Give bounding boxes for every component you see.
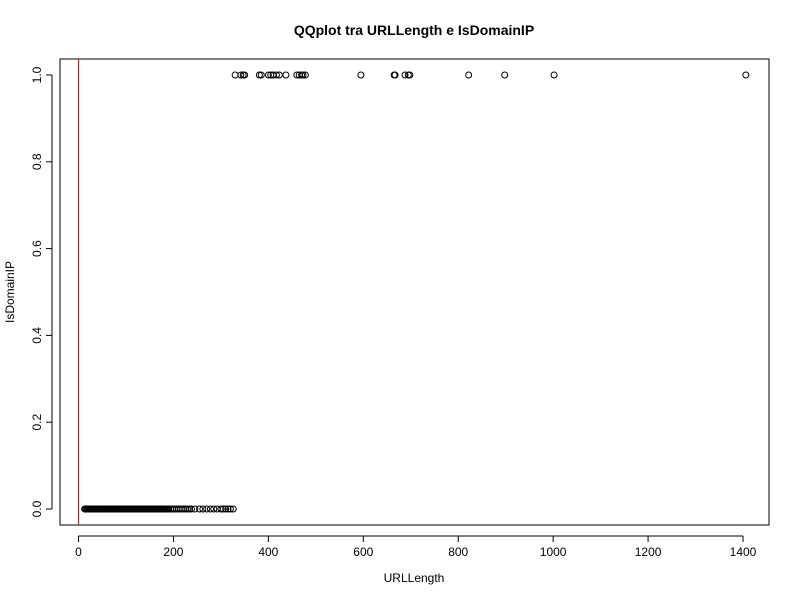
x-tick-label: 600 (353, 545, 373, 559)
y-tick-label: 0.6 (30, 240, 44, 257)
data-point (742, 71, 750, 79)
y-axis-label: IsDomainIP (3, 261, 17, 323)
data-point (301, 71, 309, 79)
data-point (241, 71, 249, 79)
data-point (191, 505, 199, 513)
data-point (275, 71, 283, 79)
data-point (299, 71, 307, 79)
data-point (272, 71, 280, 79)
x-axis-label: URLLength (384, 571, 445, 585)
data-point (206, 505, 214, 513)
data-point (199, 505, 207, 513)
data-point (222, 505, 230, 513)
y-tick-label: 1.0 (30, 66, 44, 83)
y-tick-label: 0.4 (30, 327, 44, 344)
x-tick-label: 400 (258, 545, 278, 559)
y-tick-label: 0.8 (30, 153, 44, 170)
data-point (186, 505, 194, 513)
x-tick-label: 1400 (730, 545, 757, 559)
data-point (401, 71, 409, 79)
x-tick-label: 0 (75, 545, 82, 559)
y-axis: 0.0 0.2 0.4 0.6 0.8 1.0 (30, 66, 53, 517)
y-tick-label: 0.2 (30, 414, 44, 431)
data-point (255, 71, 263, 79)
data-point (357, 71, 365, 79)
x-tick-label: 800 (448, 545, 468, 559)
chart-title: QQplot tra URLLength e IsDomainIP (294, 22, 534, 38)
data-point (257, 71, 265, 79)
x-tick-label: 1200 (635, 545, 662, 559)
data-point (465, 71, 473, 79)
plot-frame (59, 58, 770, 526)
data-point (224, 505, 232, 513)
data-point (187, 505, 195, 513)
data-point (196, 505, 204, 513)
x-tick-label: 200 (163, 545, 183, 559)
data-point (391, 71, 399, 79)
data-point (501, 71, 509, 79)
x-axis: 0 200 400 600 800 1000 1200 1400 (75, 535, 757, 559)
data-point (229, 505, 237, 513)
x-tick-label: 1000 (540, 545, 567, 559)
data-point (226, 505, 234, 513)
data-point (210, 505, 218, 513)
data-point (231, 71, 239, 79)
data-point (184, 505, 192, 513)
data-point (550, 71, 558, 79)
data-point (406, 71, 414, 79)
data-points (81, 71, 750, 513)
data-point (203, 505, 211, 513)
data-point (217, 505, 225, 513)
data-point (282, 71, 290, 79)
data-point (264, 71, 272, 79)
data-point (219, 505, 227, 513)
y-tick-label: 0.0 (30, 500, 44, 517)
data-point (237, 71, 245, 79)
